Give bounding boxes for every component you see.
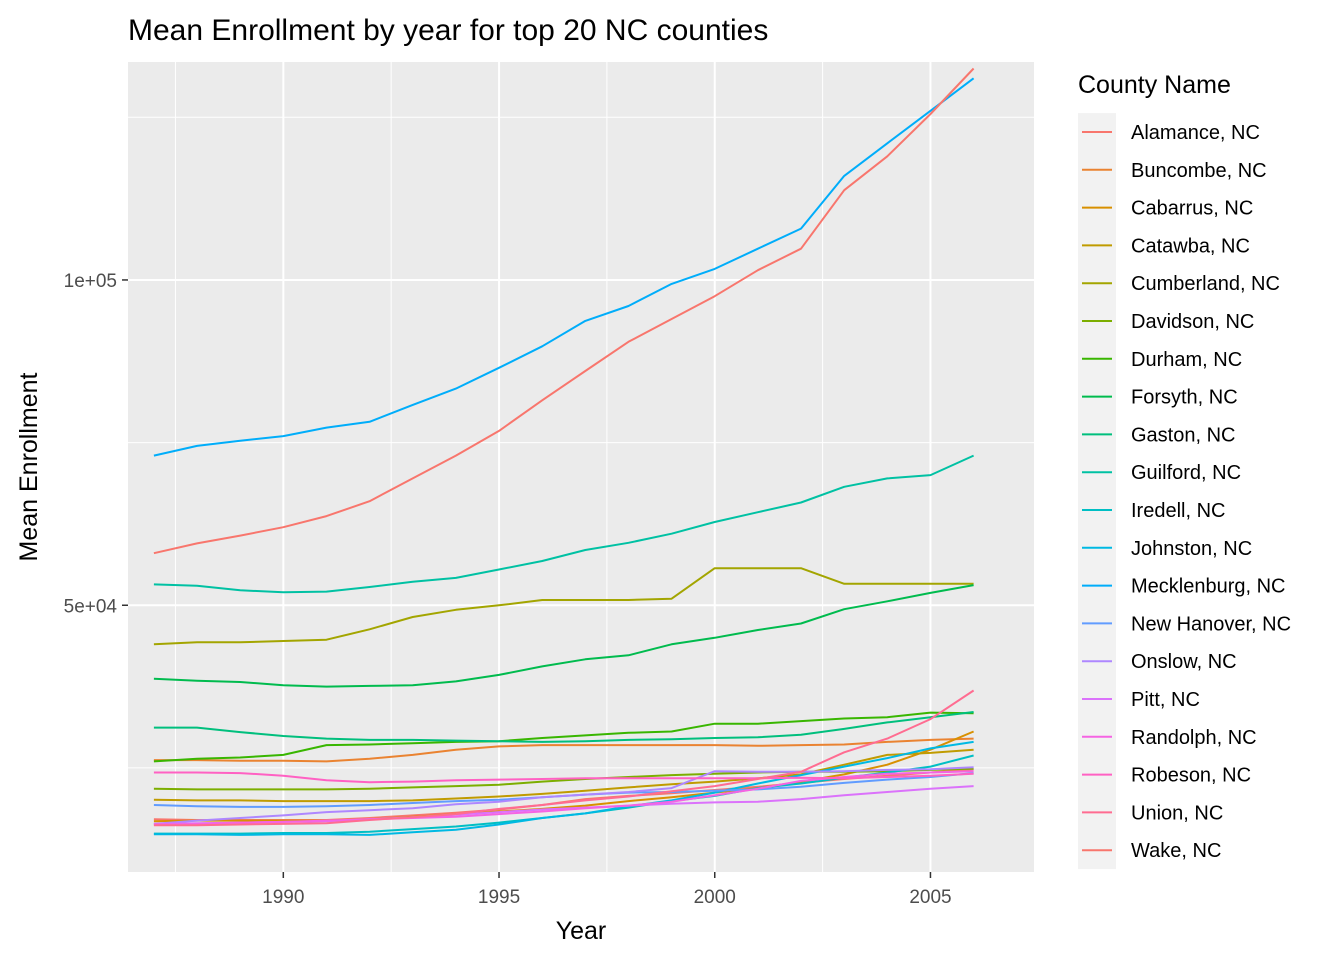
legend-label: Wake, NC	[1131, 840, 1221, 862]
legend-label: Iredell, NC	[1131, 500, 1225, 522]
legend-label: Davidson, NC	[1131, 311, 1254, 333]
y-tick-label: 1e+05	[64, 271, 117, 292]
legend-label: Johnston, NC	[1131, 538, 1252, 560]
x-tick-label: 2000	[694, 887, 736, 908]
series-lines	[153, 67, 975, 836]
legend-label: Forsyth, NC	[1131, 387, 1238, 409]
series-line-durham-nc	[153, 711, 974, 763]
x-axis: 1990 1995 2000 2005	[262, 872, 952, 908]
legend-label: Onslow, NC	[1131, 651, 1237, 673]
x-tick-label: 2005	[909, 887, 951, 908]
series-line-onslow-nc	[153, 766, 974, 825]
series-line-mecklenburg-nc	[153, 77, 975, 457]
x-axis-title: Year	[556, 917, 607, 945]
legend-label: Durham, NC	[1131, 349, 1242, 371]
legend-key-background	[1078, 113, 1116, 870]
legend-label: Union, NC	[1131, 802, 1223, 824]
legend-label: Mecklenburg, NC	[1131, 576, 1286, 598]
series-line-wake-nc	[153, 67, 975, 555]
legend-label: Robeson, NC	[1131, 765, 1251, 787]
series-line-cabarrus-nc	[153, 730, 974, 823]
y-axis: 5e+04 1e+05	[64, 271, 128, 617]
legend: Alamance, NC Buncombe, NC Cabarrus, NC Cata…	[1078, 113, 1291, 870]
y-axis-title: Mean Enrollment	[15, 372, 43, 561]
legend-label: Pitt, NC	[1131, 689, 1200, 711]
legend-label: Buncombe, NC	[1131, 160, 1267, 182]
series-line-guilford-nc	[153, 454, 975, 594]
series-line-gaston-nc	[153, 711, 974, 743]
legend-label: Alamance, NC	[1131, 122, 1260, 144]
x-tick-label: 1990	[262, 887, 304, 908]
x-tick-label: 1995	[478, 887, 520, 908]
legend-label: Cabarrus, NC	[1131, 198, 1253, 220]
series-line-union-nc	[153, 689, 975, 827]
series-line-cumberland-nc	[153, 567, 974, 646]
legend-label: Catawba, NC	[1131, 235, 1250, 257]
series-line-buncombe-nc	[153, 737, 974, 763]
legend-label: Randolph, NC	[1131, 727, 1257, 749]
legend-label: Gaston, NC	[1131, 424, 1235, 446]
plot-panel	[128, 62, 1034, 872]
series-line-forsyth-nc	[153, 584, 974, 688]
legend-label: Cumberland, NC	[1131, 273, 1280, 295]
legend-label: New Hanover, NC	[1131, 613, 1291, 635]
legend-label: Guilford, NC	[1131, 462, 1241, 484]
series-line-catawba-nc	[153, 748, 974, 803]
y-tick-label: 5e+04	[64, 596, 118, 617]
legend-title: County Name	[1078, 71, 1231, 99]
series-line-johnston-nc	[153, 740, 974, 836]
series-line-robeson-nc	[153, 771, 974, 784]
chart-title: Mean Enrollment by year for top 20 NC co…	[128, 14, 768, 47]
